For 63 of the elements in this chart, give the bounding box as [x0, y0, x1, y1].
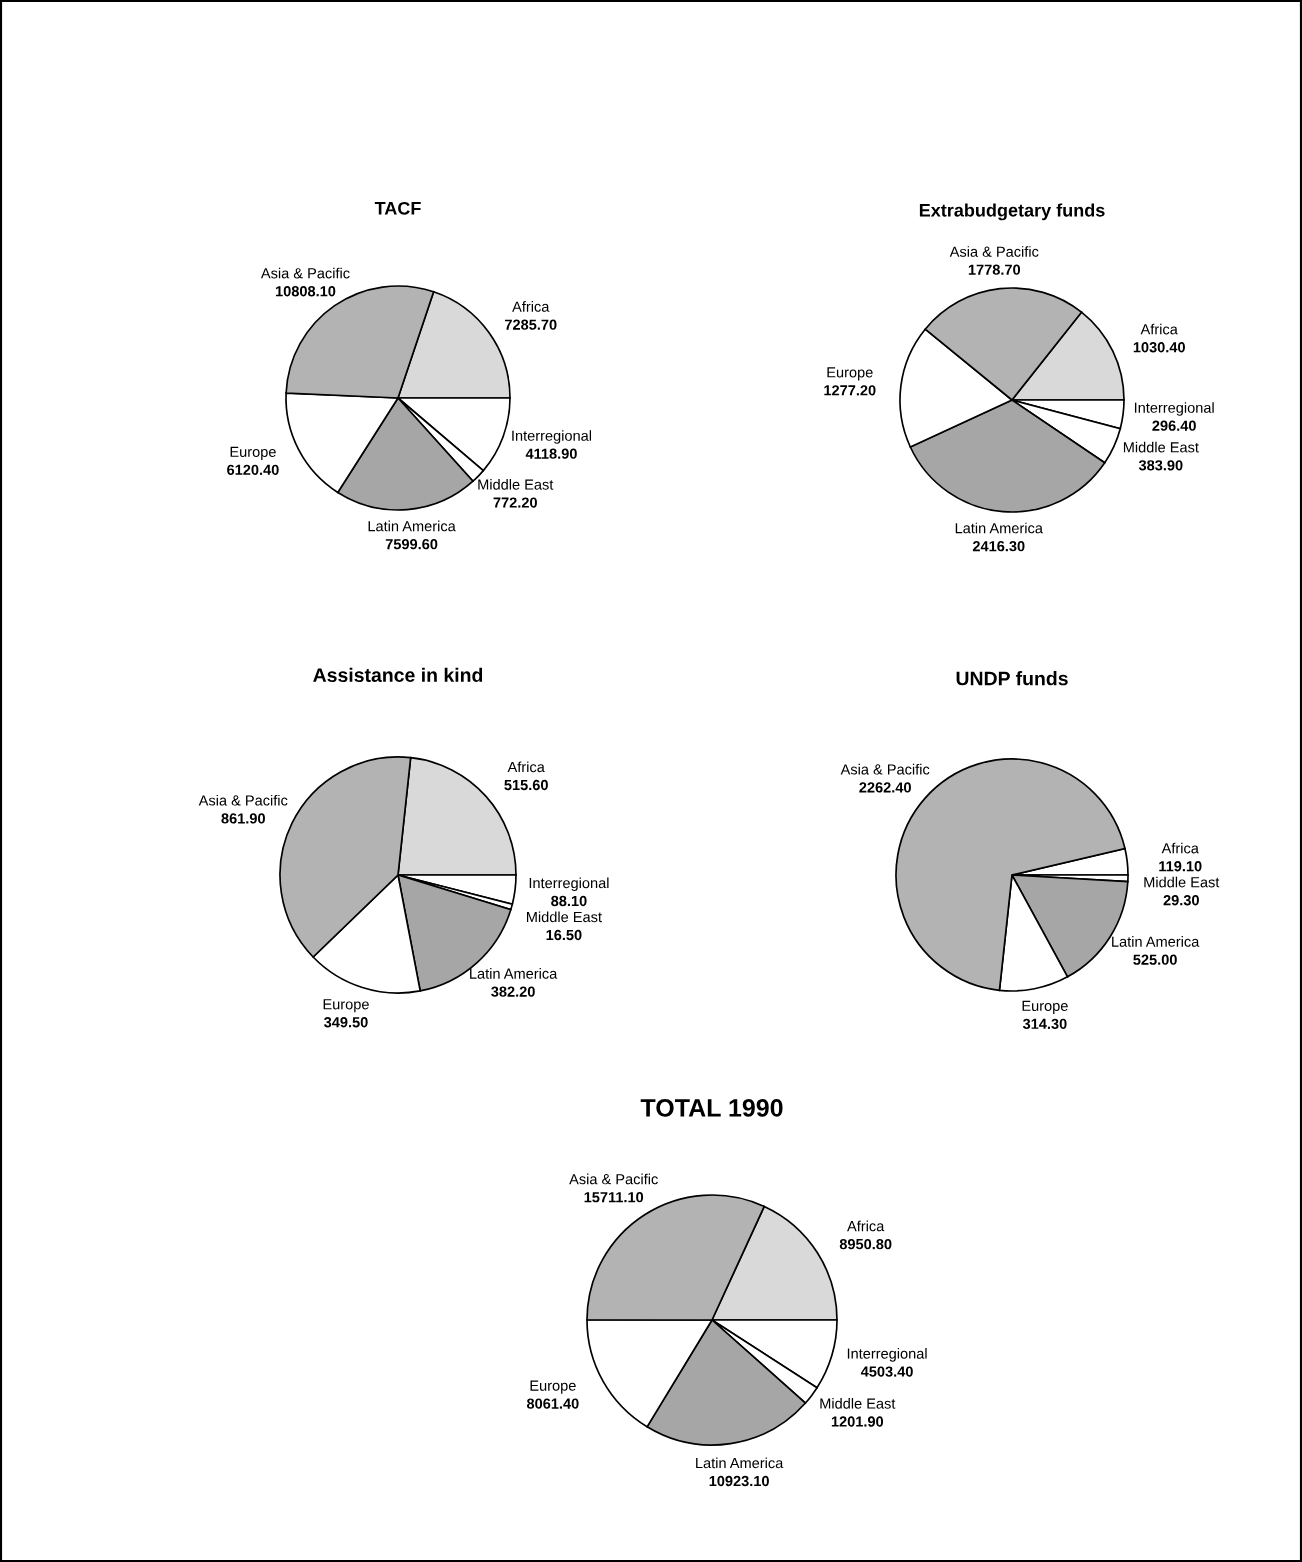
slice-label: Middle East: [526, 911, 602, 923]
data-label: 349.50: [324, 1017, 368, 1028]
slice-label: Asia & Pacific: [569, 1173, 658, 1185]
slice-label: Africa: [847, 1220, 885, 1232]
slice-label: Latin America: [368, 520, 456, 532]
data-label: 4503.40: [860, 1366, 913, 1377]
chart-title: Extrabudgetary funds: [919, 203, 1105, 221]
chart-title: TOTAL 1990: [640, 1099, 783, 1117]
data-label: 6120.40: [227, 464, 279, 475]
chart-title: TACF: [374, 201, 421, 215]
slice-label: Europe: [230, 446, 276, 460]
data-label: 10923.10: [709, 1475, 769, 1487]
data-label: 1201.90: [831, 1416, 884, 1427]
slice-label: Middle East: [820, 1397, 896, 1409]
slice-label: Latin America: [696, 1457, 784, 1469]
slice-label: Africa: [512, 301, 550, 312]
data-label: 314.30: [1022, 1018, 1067, 1030]
slice-label: Europe: [323, 999, 369, 1013]
slice-label: Latin America: [470, 968, 558, 979]
slice-label: Europe: [530, 1380, 576, 1394]
data-label: 8061.40: [526, 1398, 579, 1409]
data-label: 2262.40: [859, 782, 911, 793]
data-label: 2416.30: [972, 541, 1025, 552]
slice-label: Europe: [827, 367, 873, 381]
slice-label: Middle East: [1123, 441, 1199, 453]
slice-label: Latin America: [955, 522, 1043, 534]
data-label: 525.00: [1133, 954, 1177, 965]
chart-title: UNDP funds: [956, 671, 1068, 686]
slice-label: Middle East: [1144, 876, 1220, 888]
slice-label: Interregional: [1134, 402, 1214, 416]
slice-label: Asia & Pacific: [949, 246, 1039, 257]
data-label: 10808.10: [275, 286, 336, 297]
slice-label: Asia & Pacific: [198, 794, 288, 806]
slice-label: Africa: [1140, 323, 1178, 335]
slice-label: Asia & Pacific: [260, 267, 350, 279]
chart-title: Assistance in kind: [313, 667, 483, 682]
data-label: 88.10: [551, 895, 587, 907]
data-label: 515.60: [504, 779, 548, 791]
slice-label: Latin America: [1112, 936, 1200, 947]
slice-label: Interregional: [847, 1348, 927, 1362]
data-label: 8950.80: [839, 1238, 892, 1250]
data-label: 383.90: [1138, 460, 1183, 471]
data-label: 861.90: [221, 813, 265, 824]
data-label: 4118.90: [525, 448, 577, 459]
data-label: 15711.10: [584, 1192, 644, 1203]
data-label: 1778.70: [968, 264, 1021, 275]
slice-label: Africa: [1161, 842, 1199, 854]
slice-label: Asia & Pacific: [840, 763, 930, 775]
data-label: 7285.70: [505, 319, 557, 330]
data-label: 1277.20: [824, 385, 876, 396]
slice-label: Europe: [1022, 1000, 1068, 1014]
data-label: 1030.40: [1133, 342, 1185, 353]
data-label: 119.10: [1159, 861, 1202, 872]
data-label: 382.20: [491, 986, 535, 997]
data-label: 7599.60: [385, 538, 438, 550]
data-label: 296.40: [1152, 420, 1196, 431]
data-label: 772.20: [493, 497, 537, 508]
data-label: 29.30: [1163, 895, 1199, 906]
slice-label: Middle East: [478, 479, 554, 490]
slice-label: Interregional: [529, 877, 609, 892]
slice-label: Africa: [507, 761, 545, 773]
slice-label: Interregional: [512, 430, 592, 444]
data-label: 16.50: [546, 929, 582, 941]
